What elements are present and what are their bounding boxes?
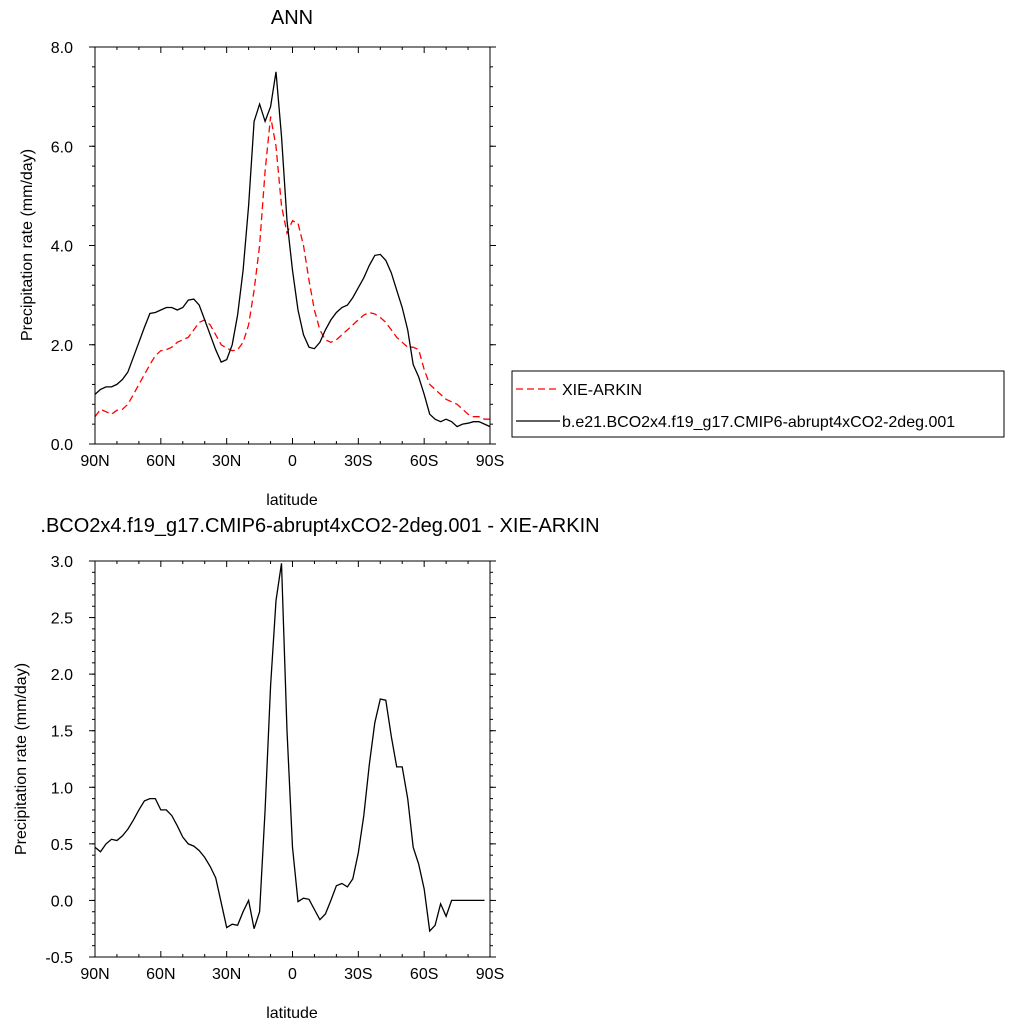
y-tick-label: 0.0 (51, 437, 73, 454)
y-tick-label: 2.0 (51, 338, 73, 355)
y-tick-label: 0.0 (51, 893, 73, 910)
series-line-0 (94, 563, 485, 933)
y-tick-label: 1.0 (51, 780, 73, 797)
bottom-chart: .BCO2x4.f19_g17.CMIP6-abrupt4xCO2-2deg.0… (13, 515, 600, 1022)
y-tick-label: 6.0 (51, 139, 73, 156)
series-layer (94, 71, 491, 428)
axis-ticks: 90N 60N 30N 0 30S 60S 90S -0.5 0.0 0.5 1.0 1.5 2.0 2.… (45, 554, 504, 983)
y-tick-label: 1.5 (51, 724, 73, 741)
x-tick-label: 90S (476, 453, 504, 470)
x-axis-label: latitude (266, 1005, 318, 1022)
top-chart: ANN 90N 60N 30N 0 30S 60S 90S 0.0 2.0 4.0 6.0 8.0 l… (19, 7, 1005, 509)
x-tick-label: 0 (288, 966, 297, 983)
x-tick-label: 30S (344, 966, 372, 983)
plot-frame (94, 46, 491, 445)
legend-label-xie-arkin: XIE-ARKIN (562, 382, 642, 399)
y-tick-label: 8.0 (51, 40, 73, 57)
legend-label-model: b.e21.BCO2x4.f19_g17.CMIP6-abrupt4xCO2-2… (562, 414, 955, 431)
legend: XIE-ARKIN b.e21.BCO2x4.f19_g17.CMIP6-abr… (511, 370, 1005, 438)
chart-title: .BCO2x4.f19_g17.CMIP6-abrupt4xCO2-2deg.0… (40, 515, 599, 537)
x-tick-label: 90S (476, 966, 504, 983)
y-tick-label: 3.0 (51, 554, 73, 571)
y-tick-label: -0.5 (45, 950, 73, 967)
y-axis-label: Precipitation rate (mm/day) (19, 149, 36, 341)
x-tick-label: 60N (146, 966, 175, 983)
chart-title: ANN (271, 7, 313, 29)
axis-ticks: 90N 60N 30N 0 30S 60S 90S 0.0 2.0 4.0 6.0 8.0 (51, 40, 504, 470)
x-axis-label: latitude (266, 492, 318, 509)
x-tick-label: 30S (344, 453, 372, 470)
series-layer (94, 563, 485, 933)
x-tick-label: 30N (212, 966, 241, 983)
x-tick-label: 0 (288, 453, 297, 470)
x-tick-label: 30N (212, 453, 241, 470)
y-tick-label: 2.0 (51, 667, 73, 684)
y-tick-label: 2.5 (51, 611, 73, 628)
x-tick-label: 60N (146, 453, 175, 470)
y-tick-label: 4.0 (51, 239, 73, 256)
y-axis-label: Precipitation rate (mm/day) (13, 663, 30, 855)
series-line-1 (94, 71, 491, 428)
x-tick-label: 90N (80, 453, 109, 470)
plot-frame (94, 560, 491, 958)
legend-box (511, 370, 1005, 438)
series-line-0 (94, 116, 490, 420)
y-tick-label: 0.5 (51, 837, 73, 854)
x-tick-label: 60S (410, 966, 438, 983)
x-tick-label: 60S (410, 453, 438, 470)
x-tick-label: 90N (80, 966, 109, 983)
